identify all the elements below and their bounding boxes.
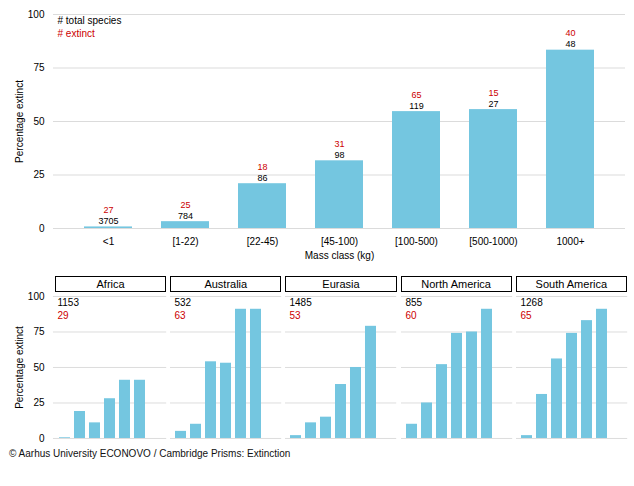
svg-text:40: 40 bbox=[565, 28, 575, 38]
svg-text:855: 855 bbox=[405, 297, 422, 308]
svg-text:65: 65 bbox=[520, 310, 532, 321]
svg-text:Percentage extinct: Percentage extinct bbox=[14, 80, 25, 163]
svg-text:3705: 3705 bbox=[98, 216, 118, 226]
svg-text:100: 100 bbox=[28, 9, 45, 20]
svg-text:60: 60 bbox=[405, 310, 417, 321]
svg-text:[100-500): [100-500) bbox=[395, 236, 438, 247]
svg-text:1485: 1485 bbox=[290, 297, 313, 308]
html-text:Eurasia: Eurasia bbox=[322, 278, 360, 290]
html-text:© Aarhus University ECONOVO /: © Aarhus University ECONOVO / Cambridge … bbox=[9, 448, 291, 459]
svg-text:18: 18 bbox=[257, 162, 267, 172]
svg-text:15: 15 bbox=[488, 88, 498, 98]
svg-text:25: 25 bbox=[33, 169, 45, 180]
svg-text:75: 75 bbox=[33, 62, 45, 73]
svg-text:63: 63 bbox=[175, 310, 187, 321]
svg-text:98: 98 bbox=[334, 150, 344, 160]
svg-text:86: 86 bbox=[257, 173, 267, 183]
svg-text:<1: <1 bbox=[103, 236, 115, 247]
svg-text:48: 48 bbox=[565, 39, 575, 49]
svg-text:50: 50 bbox=[33, 362, 45, 373]
html-text:Australia: Australia bbox=[204, 278, 248, 290]
svg-text:784: 784 bbox=[178, 211, 193, 221]
svg-text:[1-22): [1-22) bbox=[172, 236, 198, 247]
svg-text:53: 53 bbox=[290, 310, 302, 321]
svg-text:1268: 1268 bbox=[520, 297, 543, 308]
svg-text:29: 29 bbox=[57, 310, 69, 321]
svg-text:27: 27 bbox=[488, 99, 498, 109]
svg-text:0: 0 bbox=[39, 433, 45, 442]
svg-text:100: 100 bbox=[28, 292, 45, 302]
svg-text:50: 50 bbox=[33, 116, 45, 127]
svg-text:Percentage extinct: Percentage extinct bbox=[14, 326, 25, 409]
svg-text:31: 31 bbox=[334, 139, 344, 149]
svg-text:25: 25 bbox=[180, 200, 190, 210]
svg-text:1153: 1153 bbox=[57, 297, 79, 308]
svg-text:75: 75 bbox=[33, 326, 45, 337]
svg-text:# extinct: # extinct bbox=[58, 28, 95, 39]
svg-text:[22-45): [22-45) bbox=[247, 236, 279, 247]
svg-text:532: 532 bbox=[175, 297, 192, 308]
svg-text:[500-1000): [500-1000) bbox=[469, 236, 517, 247]
html-text:South America: South America bbox=[535, 278, 608, 290]
svg-text:119: 119 bbox=[409, 101, 423, 111]
svg-text:[45-100): [45-100) bbox=[321, 236, 358, 247]
svg-text:65: 65 bbox=[411, 90, 421, 100]
svg-text:25: 25 bbox=[33, 397, 45, 408]
svg-text:27: 27 bbox=[103, 205, 113, 215]
html-text:North America: North America bbox=[421, 278, 491, 290]
svg-text:# total species: # total species bbox=[58, 15, 122, 26]
svg-text:Mass class (kg): Mass class (kg) bbox=[305, 250, 374, 261]
svg-text:1000+: 1000+ bbox=[556, 236, 584, 247]
svg-text:0: 0 bbox=[39, 223, 45, 234]
html-text:Africa: Africa bbox=[96, 278, 125, 290]
